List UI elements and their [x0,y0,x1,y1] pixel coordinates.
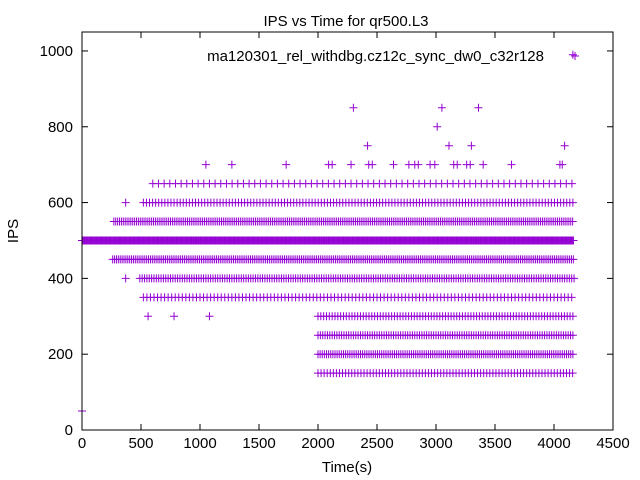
data-point [558,160,567,169]
data-points [78,50,579,416]
data-point [467,141,476,150]
x-tick-label: 0 [78,435,86,452]
x-axis: 0 500 1000 1500 2000 2500 3000 3500 4000 4500 [78,32,630,452]
x-tick-label: 3000 [419,435,452,452]
data-point [567,293,576,302]
y-tick-label: 200 [48,346,73,363]
data-point [349,103,358,112]
y-tick-label: 600 [48,195,73,212]
x-tick-label: 500 [128,435,153,452]
data-point [347,160,356,169]
data-point [567,179,576,188]
data-point [414,160,423,169]
data-point [227,160,236,169]
data-point [466,160,475,169]
plot-frame [81,31,614,431]
legend-series-label: ma120301_rel_withdbg.cz12c_sync_dw0_c32r… [207,48,544,65]
data-point [444,141,453,150]
data-point [205,312,214,321]
data-point [389,160,398,169]
x-tick-label: 3500 [478,435,511,452]
legend: ma120301_rel_withdbg.cz12c_sync_dw0_c32r… [207,48,579,65]
x-tick-label: 2500 [360,435,393,452]
data-point [568,312,577,321]
data-point [328,160,337,169]
data-point [474,103,483,112]
y-tick-label: 1000 [40,43,73,60]
data-point [507,160,516,169]
data-point [568,50,577,59]
data-point [170,312,179,321]
y-axis: 0 200 400 600 800 1000 [40,43,613,439]
y-tick-label: 400 [48,270,73,287]
data-point [568,350,577,359]
data-point [433,122,442,131]
data-point [569,236,578,245]
data-point [568,369,577,378]
legend-plus-marker [571,52,579,60]
data-point [430,160,439,169]
y-tick-label: 0 [65,422,73,439]
x-axis-label: Time(s) [322,459,372,476]
y-axis-label: IPS [5,219,22,243]
chart-title: IPS vs Time for qr500.L3 [263,13,428,30]
x-tick-label: 4500 [596,435,629,452]
data-point [121,274,130,283]
data-point [201,160,210,169]
data-point [144,312,153,321]
legend-marker [571,52,579,60]
data-point [568,217,577,226]
x-tick-label: 4000 [537,435,570,452]
x-tick-label: 2000 [301,435,334,452]
data-point [282,160,291,169]
data-point [368,160,377,169]
data-point [437,103,446,112]
data-point [479,160,488,169]
data-point [560,141,569,150]
data-point [453,160,462,169]
x-tick-label: 1000 [183,435,216,452]
data-point [363,141,372,150]
data-point [568,198,577,207]
data-point [569,255,578,264]
data-point [121,198,130,207]
data-point [570,274,579,283]
x-tick-label: 1500 [242,435,275,452]
y-tick-label: 800 [48,119,73,136]
data-point [568,331,577,340]
